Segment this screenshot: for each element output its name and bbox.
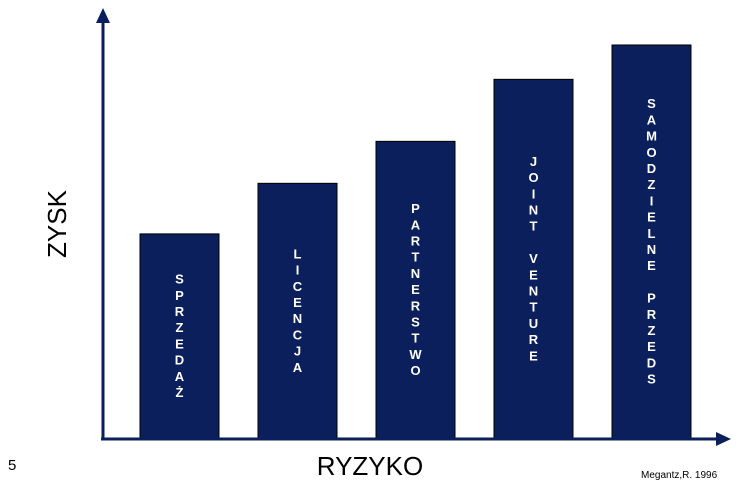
source-citation: Megantz,R. 1996 xyxy=(641,470,718,481)
page-number: 5 xyxy=(8,457,17,474)
bar-0 xyxy=(139,233,220,440)
bar-3 xyxy=(493,78,574,440)
x-axis-title: RYZYKO xyxy=(317,451,423,481)
y-axis-arrow-icon xyxy=(96,8,110,23)
x-axis-arrow-icon xyxy=(716,432,731,446)
bar-4 xyxy=(611,44,692,440)
y-axis-title: ZYSK xyxy=(42,189,72,258)
bar-2 xyxy=(375,140,456,440)
axes xyxy=(96,8,731,446)
bar-1 xyxy=(257,182,338,440)
